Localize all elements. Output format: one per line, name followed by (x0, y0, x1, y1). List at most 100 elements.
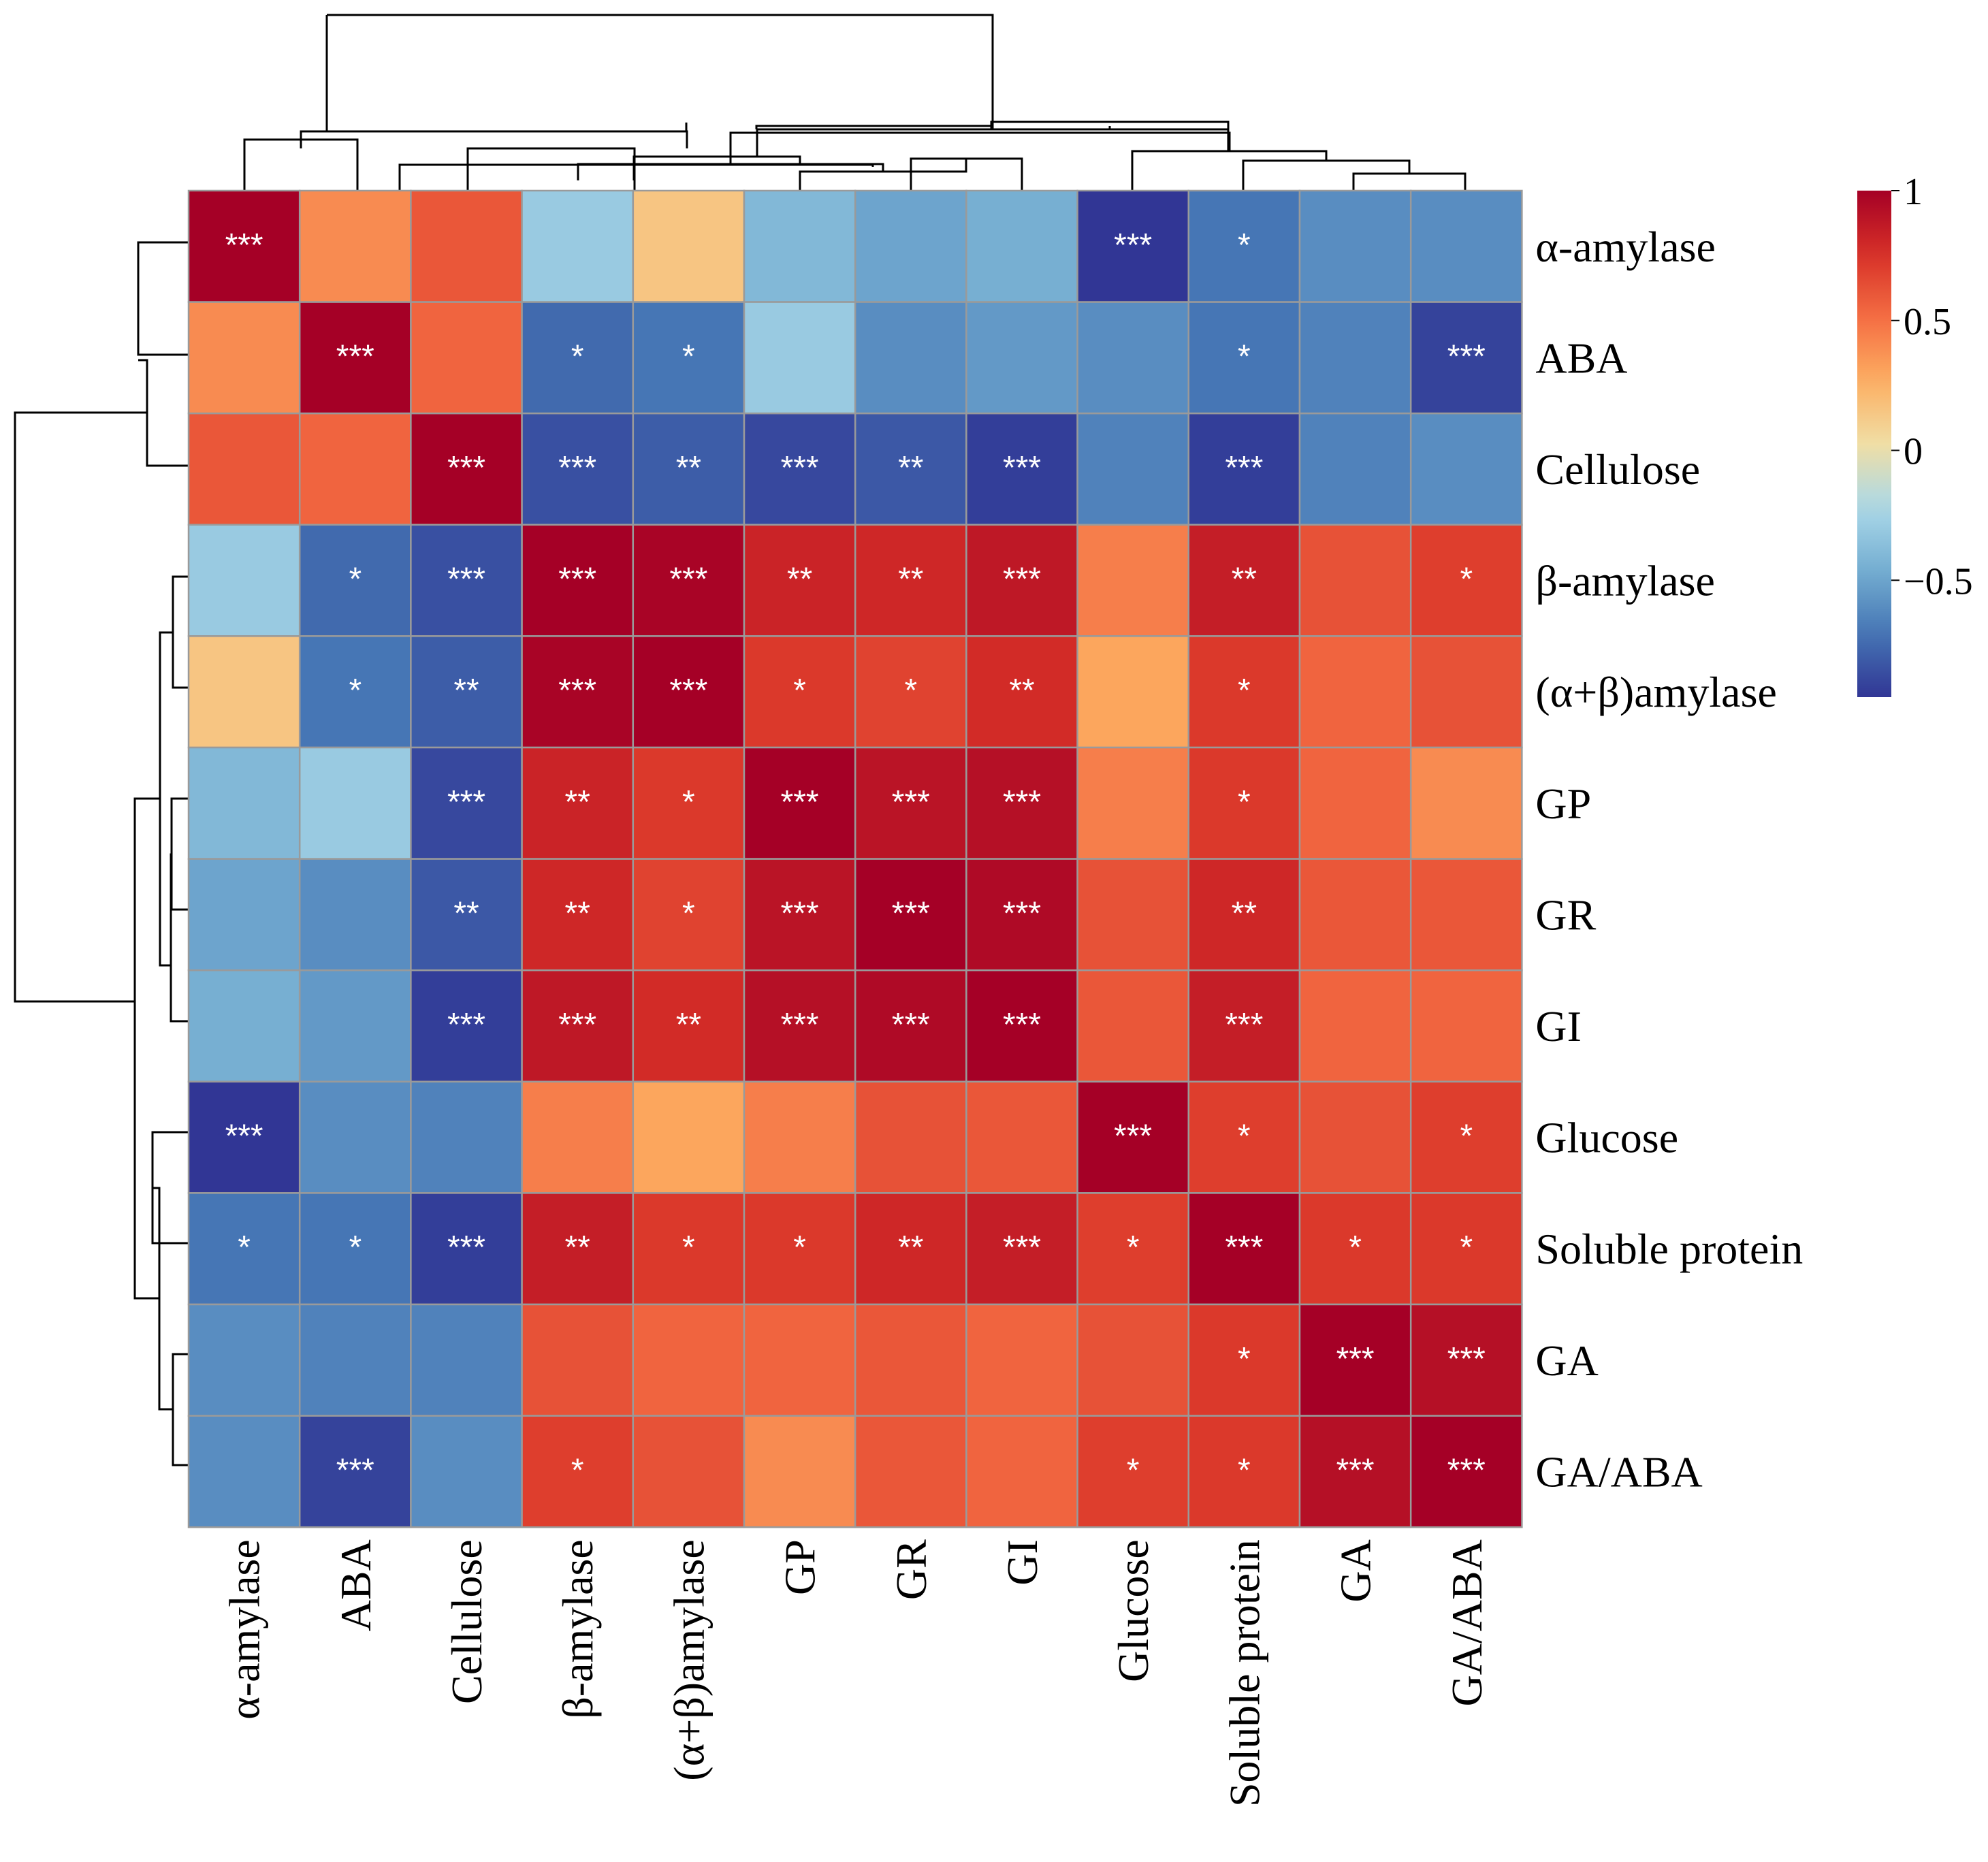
significance-mark: *** (1447, 338, 1486, 374)
col-dend-link (1242, 159, 1411, 191)
significance-mark: * (1238, 1341, 1251, 1377)
significance-mark: * (1127, 1230, 1140, 1266)
heatmap-cell (1298, 858, 1412, 972)
significance-mark: *** (1003, 784, 1041, 820)
heatmap-cell (743, 635, 856, 749)
heatmap-cell (632, 189, 746, 303)
row-label: Glucose (1535, 1114, 1678, 1162)
heatmap-cell (410, 858, 523, 972)
column-label: (α+β)amylase (664, 1539, 713, 1781)
heatmap-cell (410, 1303, 523, 1417)
heatmap-cell (743, 1303, 856, 1417)
heatmap-cell (1076, 858, 1190, 972)
significance-mark: * (682, 1230, 695, 1266)
significance-mark: * (904, 673, 917, 709)
heatmap-cell (1298, 524, 1412, 637)
heatmap-cell (1298, 1303, 1412, 1417)
significance-mark: *** (1003, 562, 1041, 598)
heatmap-cell (743, 301, 856, 415)
legend-colorbar (1857, 191, 1891, 697)
row-dend-link (170, 853, 189, 1023)
row-label: GR (1535, 890, 1596, 939)
heatmap-cell (854, 969, 967, 1083)
row-label: GA/ABA (1535, 1447, 1702, 1496)
heatmap-cell (1409, 301, 1523, 415)
heatmap-cell (1076, 746, 1190, 860)
color-legend: 1 0.5 0 −0.5 (1857, 171, 1973, 697)
significance-mark: * (1460, 1230, 1473, 1266)
heatmap-cell (632, 1080, 746, 1194)
significance-mark: * (1238, 1119, 1251, 1155)
column-label: GR (887, 1539, 935, 1600)
significance-mark: * (793, 1230, 806, 1266)
column-label: β-amylase (554, 1539, 602, 1719)
heatmap-cell (410, 1415, 523, 1528)
row-dend-link (133, 797, 160, 1300)
heatmap-cell (1409, 746, 1523, 860)
heatmap-cell (1409, 1415, 1523, 1528)
col-dend-link (990, 121, 1230, 133)
row-dend-link (172, 575, 189, 689)
heatmap-cell (1409, 1303, 1523, 1417)
heatmap-cell (298, 1080, 412, 1194)
heatmap-cell (1409, 635, 1523, 749)
heatmap-cell (410, 189, 523, 303)
significance-mark: * (1460, 562, 1473, 598)
row-label: α-amylase (1535, 223, 1716, 271)
heatmap-cell (854, 301, 967, 415)
heatmap-cell (1298, 635, 1412, 749)
heatmap-cell (521, 969, 635, 1083)
heatmap-cell (1298, 746, 1412, 860)
column-label: GI (998, 1539, 1046, 1586)
significance-mark: * (1238, 1452, 1251, 1488)
heatmap-cell (187, 189, 301, 303)
significance-mark: *** (1225, 450, 1263, 486)
heatmap-cell (632, 858, 746, 972)
significance-mark: *** (669, 673, 707, 709)
heatmap-cell (632, 412, 746, 526)
significance-mark: *** (225, 227, 263, 263)
heatmap-cell (854, 746, 967, 860)
significance-mark: * (1349, 1230, 1362, 1266)
heatmap-cell (410, 524, 523, 637)
heatmap-cell (298, 1192, 412, 1306)
heatmap-cell (632, 301, 746, 415)
significance-mark: * (1238, 673, 1251, 709)
heatmap-cell (965, 1192, 1078, 1306)
row-label: β-amylase (1535, 557, 1715, 605)
heatmap-cell (743, 1080, 856, 1194)
heatmap-cell (854, 858, 967, 972)
row-label: GP (1535, 780, 1591, 828)
heatmap-cell (187, 746, 301, 860)
col-dend-link (300, 130, 688, 148)
heatmap-cell (1076, 1303, 1190, 1417)
significance-mark: *** (225, 1119, 263, 1155)
heatmap-cell (1187, 1192, 1301, 1306)
col-dend-link (632, 155, 801, 180)
heatmap-cell (965, 635, 1078, 749)
significance-mark: * (1460, 1119, 1473, 1155)
significance-mark: * (238, 1230, 251, 1266)
column-label: GA/ABA (1443, 1539, 1491, 1706)
heatmap-cell (1076, 189, 1190, 303)
col-dend-link (325, 14, 994, 131)
significance-mark: * (349, 562, 362, 598)
heatmap-cell (410, 1192, 523, 1306)
column-labels: α-amylase ABA Cellulose β-amylase (α+β)amyla… (221, 1539, 1491, 1807)
significance-mark: ** (565, 1230, 590, 1266)
significance-mark: *** (447, 562, 485, 598)
col-dend-link (466, 147, 636, 191)
significance-mark: *** (781, 450, 819, 486)
heatmap-cell (1409, 1080, 1523, 1194)
heatmap-cell (965, 858, 1078, 972)
heatmap-cell (965, 524, 1078, 637)
heatmap-cell (1076, 412, 1190, 526)
heatmap-cell (1076, 1192, 1190, 1306)
significance-mark: * (571, 1452, 584, 1488)
significance-mark: ** (787, 562, 812, 598)
heatmap-cell (1076, 524, 1190, 637)
heatmap-cell (298, 1415, 412, 1528)
heatmap-cell (187, 1080, 301, 1194)
heatmap-cell (410, 301, 523, 415)
heatmap-cell (298, 524, 412, 637)
